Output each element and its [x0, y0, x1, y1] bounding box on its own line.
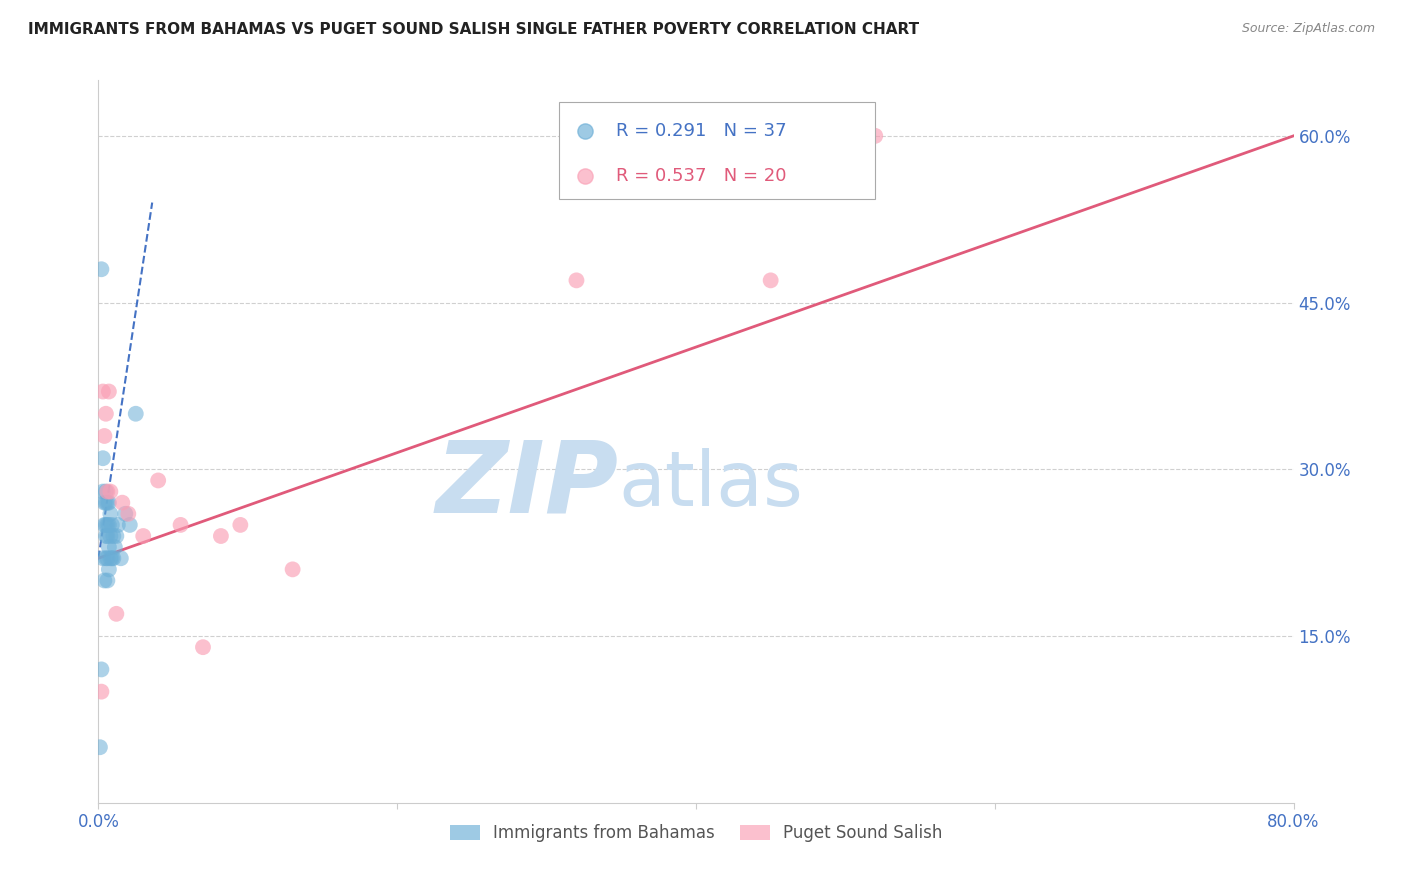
Point [97, 496, 120, 510]
Point [91, 451, 114, 466]
Point [94, 496, 117, 510]
Legend: Immigrants from Bahamas, Puget Sound Salish: Immigrants from Bahamas, Puget Sound Sal… [443, 817, 949, 848]
Point [93, 496, 115, 510]
Point [101, 517, 124, 532]
Point [96, 484, 118, 499]
Point [98, 529, 122, 543]
Text: Source: ZipAtlas.com: Source: ZipAtlas.com [1241, 22, 1375, 36]
Point [98, 484, 122, 499]
Point [94, 529, 117, 543]
Point [90, 684, 112, 698]
Point [759, 273, 782, 287]
Point [114, 507, 136, 521]
Point [117, 507, 139, 521]
Point [96, 529, 118, 543]
Point [118, 517, 141, 532]
Point [169, 517, 191, 532]
Point [97, 517, 120, 532]
Point [97, 384, 120, 399]
Point [105, 529, 128, 543]
Point [93, 429, 115, 443]
Text: ZIP: ZIP [436, 436, 619, 533]
Point [107, 517, 129, 532]
FancyBboxPatch shape [558, 102, 876, 200]
Point [565, 273, 588, 287]
Point [125, 407, 148, 421]
Point [98, 551, 122, 566]
Point [93, 574, 115, 588]
Text: atlas: atlas [619, 448, 803, 522]
Point [96, 517, 118, 532]
Point [97, 562, 120, 576]
Point [91, 551, 114, 566]
Point [229, 517, 252, 532]
Point [96, 574, 118, 588]
Point [98, 507, 122, 521]
Point [94, 517, 117, 532]
Point [103, 529, 125, 543]
Point [90, 662, 112, 676]
Point [96, 551, 118, 566]
Point [148, 474, 170, 488]
Point [96, 496, 118, 510]
Point [94, 407, 117, 421]
Point [94, 484, 117, 499]
Point [101, 551, 124, 566]
Point [90, 262, 112, 277]
Point [103, 551, 125, 566]
Text: R = 0.291   N = 37: R = 0.291 N = 37 [616, 122, 786, 140]
Point [865, 128, 887, 143]
Point [93, 517, 115, 532]
Point [209, 529, 232, 543]
Point [91, 484, 114, 499]
Text: IMMIGRANTS FROM BAHAMAS VS PUGET SOUND SALISH SINGLE FATHER POVERTY CORRELATION : IMMIGRANTS FROM BAHAMAS VS PUGET SOUND S… [28, 22, 920, 37]
Point [97, 540, 120, 554]
Point [89, 740, 111, 755]
Point [191, 640, 214, 655]
Point [132, 529, 155, 543]
Text: R = 0.537   N = 20: R = 0.537 N = 20 [616, 167, 786, 185]
Point [110, 551, 132, 566]
Point [105, 607, 128, 621]
Point [281, 562, 304, 576]
Point [111, 496, 134, 510]
Point [91, 384, 114, 399]
Point [94, 551, 117, 566]
Point [104, 540, 127, 554]
